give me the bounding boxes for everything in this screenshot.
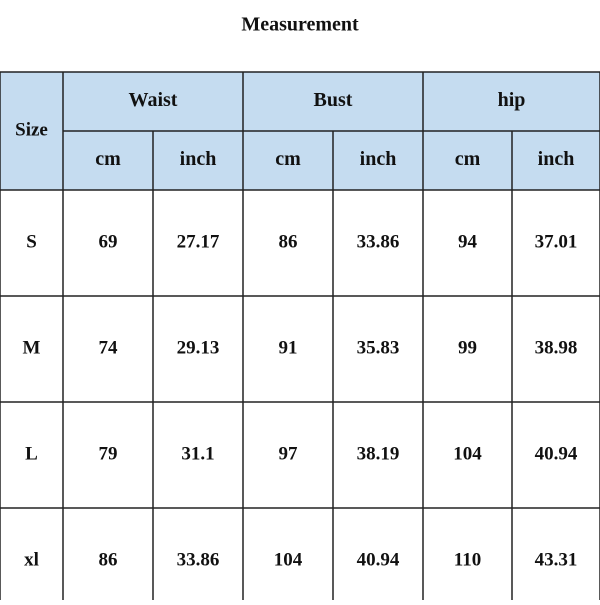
unit-header: cm (275, 148, 301, 170)
group-header: Waist (129, 89, 178, 111)
value-cell: 69 (99, 231, 118, 252)
value-cell: 110 (454, 549, 481, 570)
value-cell: 94 (458, 231, 478, 252)
size-cell: S (26, 231, 37, 252)
value-cell: 33.86 (357, 231, 400, 252)
value-cell: 31.1 (181, 443, 214, 464)
value-cell: 38.19 (357, 443, 400, 464)
value-cell: 40.94 (535, 443, 578, 464)
value-cell: 104 (453, 443, 482, 464)
unit-header: inch (360, 148, 397, 170)
value-cell: 37.01 (535, 231, 578, 252)
value-cell: 43.31 (535, 549, 578, 570)
value-cell: 35.83 (357, 337, 400, 358)
value-cell: 79 (99, 443, 118, 464)
value-cell: 99 (458, 337, 477, 358)
value-cell: 27.17 (177, 231, 220, 252)
value-cell: 38.98 (535, 337, 578, 358)
unit-header: inch (180, 148, 217, 170)
value-cell: 91 (279, 337, 298, 358)
group-header: hip (498, 89, 526, 111)
title: Measurement (241, 14, 359, 36)
group-header: Bust (314, 89, 353, 111)
value-cell: 97 (279, 443, 299, 464)
unit-header: cm (455, 148, 481, 170)
value-cell: 33.86 (177, 549, 220, 570)
value-cell: 104 (274, 549, 303, 570)
unit-header: inch (538, 148, 575, 170)
size-cell: L (25, 443, 38, 464)
value-cell: 74 (99, 337, 119, 358)
value-cell: 86 (279, 231, 298, 252)
size-cell: M (23, 337, 41, 358)
size-header: Size (15, 119, 48, 140)
unit-header: cm (95, 148, 121, 170)
value-cell: 86 (99, 549, 118, 570)
size-cell: xl (24, 549, 39, 570)
value-cell: 40.94 (357, 549, 400, 570)
value-cell: 29.13 (177, 337, 220, 358)
